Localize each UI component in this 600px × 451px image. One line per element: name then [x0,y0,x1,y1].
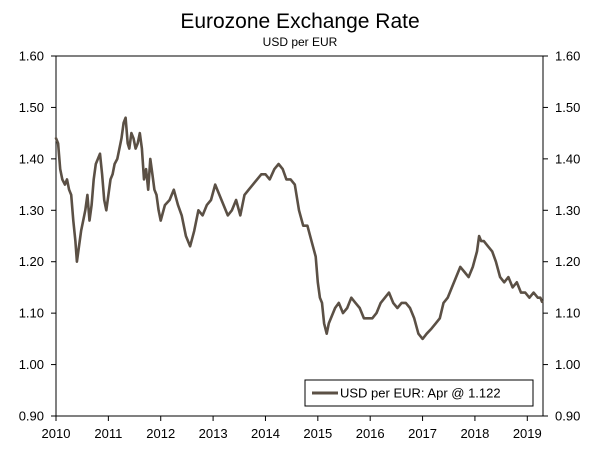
x-tick-label: 2017 [408,426,437,441]
y-tick-label-left: 1.60 [19,49,44,64]
y-tick-label-right: 0.90 [555,409,580,424]
x-tick-label: 2011 [94,426,122,441]
y-tick-label-right: 1.20 [555,254,580,269]
chart-subtitle: USD per EUR [263,35,338,49]
x-tick-label: 2013 [199,426,228,441]
series-line [54,116,544,341]
y-tick-label-left: 1.50 [19,100,44,115]
x-tick-label: 2014 [251,426,280,441]
x-tick-label: 2016 [356,426,385,441]
x-tick-label: 2012 [146,426,175,441]
x-tick-label: 2019 [513,426,542,441]
legend-box [304,379,534,407]
y-tick-label-right: 1.00 [555,357,580,372]
legend-label: USD per EUR: Apr @ 1.122 [340,386,501,401]
legend: USD per EUR: Apr @ 1.122 [304,379,534,407]
plot-frame [55,55,544,417]
y-tick-label-right: 1.50 [555,100,580,115]
y-tick-label-left: 1.10 [19,306,44,321]
y-tick-label-right: 1.60 [555,49,580,64]
axes: 0.90 0.90 1.00 1.00 1.10 1.10 1.20 1.20 1.30 1.30… [19,49,581,442]
y-tick-label-right: 1.10 [555,306,580,321]
y-tick-label-left: 1.40 [19,151,44,166]
chart-title: Eurozone Exchange Rate [180,10,419,33]
y-tick-label-left: 1.00 [19,357,44,372]
y-tick-label-left: 0.90 [19,409,44,424]
y-tick-label-left: 1.20 [19,254,44,269]
y-tick-label-left: 1.30 [19,203,44,218]
x-tick-label: 2018 [460,426,489,441]
series-layer [54,116,544,341]
y-tick-label-right: 1.30 [555,203,580,218]
x-tick-label: 2015 [303,426,332,441]
y-tick-label-right: 1.40 [555,151,580,166]
x-tick-label: 2010 [42,426,71,441]
